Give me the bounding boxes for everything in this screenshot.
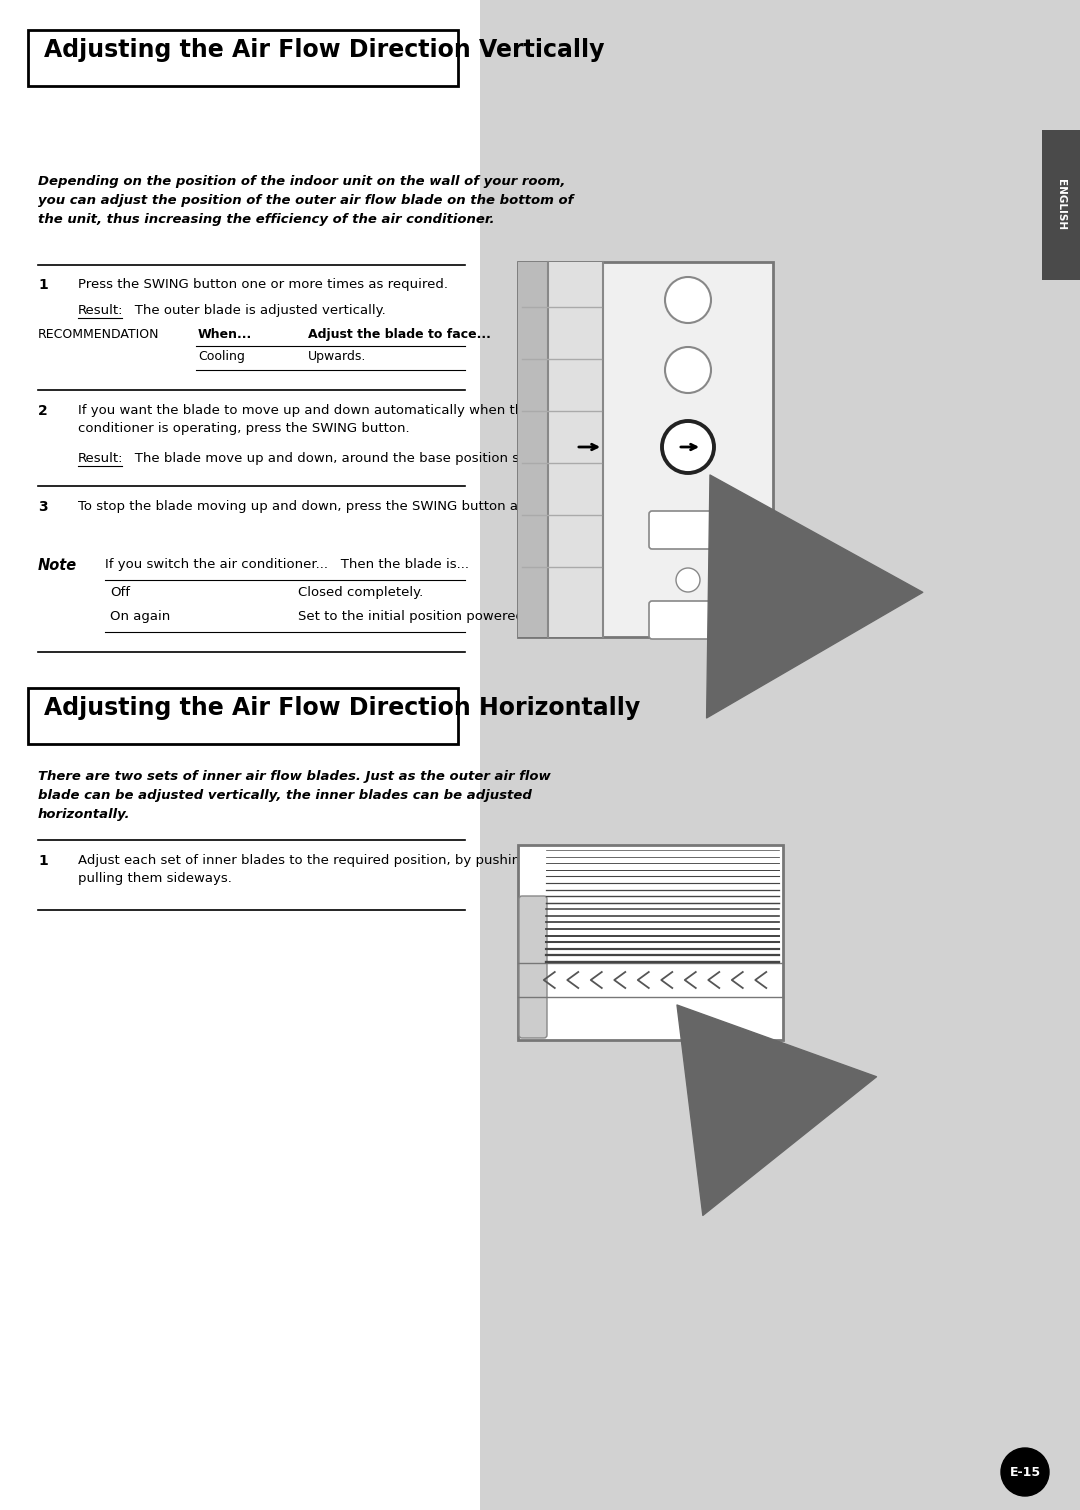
FancyBboxPatch shape: [649, 510, 727, 550]
Text: Upwards.: Upwards.: [308, 350, 366, 362]
Text: If you switch the air conditioner...   Then the blade is...: If you switch the air conditioner... The…: [105, 559, 469, 571]
Text: ☉: ☉: [683, 371, 693, 385]
FancyBboxPatch shape: [518, 263, 773, 637]
Text: Cooling: Cooling: [198, 350, 245, 362]
Circle shape: [676, 568, 700, 592]
Text: Closed completely.: Closed completely.: [298, 586, 423, 599]
Text: When...: When...: [198, 328, 253, 341]
Text: 3: 3: [38, 500, 48, 513]
FancyBboxPatch shape: [480, 0, 1080, 1510]
FancyBboxPatch shape: [649, 601, 727, 639]
Text: The blade move up and down, around the base position set.: The blade move up and down, around the b…: [122, 451, 537, 465]
Text: The outer blade is adjusted vertically.: The outer blade is adjusted vertically.: [122, 304, 386, 317]
Text: On Timer: On Timer: [664, 525, 712, 535]
Text: There are two sets of inner air flow blades. Just as the outer air flow
blade ca: There are two sets of inner air flow bla…: [38, 770, 551, 821]
Text: Note: Note: [38, 559, 77, 572]
Text: ◔: ◔: [684, 575, 692, 584]
Circle shape: [665, 347, 711, 393]
Text: Depending on the position of the indoor unit on the wall of your room,
you can a: Depending on the position of the indoor …: [38, 175, 573, 226]
Text: V: V: [683, 293, 693, 308]
Text: To stop the blade moving up and down, press the SWING button again.: To stop the blade moving up and down, pr…: [78, 500, 551, 513]
FancyBboxPatch shape: [28, 689, 458, 744]
Text: Press the SWING button one or more times as required.: Press the SWING button one or more times…: [78, 278, 448, 291]
Text: On again: On again: [110, 610, 171, 624]
Text: 2: 2: [38, 405, 48, 418]
Text: If you want the blade to move up and down automatically when the air
conditioner: If you want the blade to move up and dow…: [78, 405, 553, 435]
Text: E-15: E-15: [1010, 1466, 1040, 1478]
Text: Off Timer: Off Timer: [663, 615, 713, 625]
Text: Result:: Result:: [78, 304, 123, 317]
Text: ENGLISH: ENGLISH: [1056, 180, 1066, 231]
Circle shape: [662, 421, 714, 473]
Text: Off: Off: [110, 586, 130, 599]
Text: 1: 1: [38, 278, 48, 291]
Circle shape: [665, 276, 711, 323]
FancyBboxPatch shape: [28, 30, 458, 86]
Text: Adjust the blade to face...: Adjust the blade to face...: [308, 328, 491, 341]
Text: Adjust each set of inner blades to the required position, by pushing or
pulling : Adjust each set of inner blades to the r…: [78, 855, 546, 885]
FancyBboxPatch shape: [1042, 130, 1080, 279]
Text: Adjusting the Air Flow Direction Horizontally: Adjusting the Air Flow Direction Horizon…: [44, 696, 640, 720]
FancyBboxPatch shape: [518, 846, 783, 1040]
FancyBboxPatch shape: [519, 895, 546, 1037]
Circle shape: [1001, 1448, 1049, 1496]
Text: 1: 1: [38, 855, 48, 868]
FancyBboxPatch shape: [518, 263, 548, 637]
Text: Set to the initial position powered.: Set to the initial position powered.: [298, 610, 528, 624]
Text: RECOMMENDATION: RECOMMENDATION: [38, 328, 160, 341]
Text: Adjusting the Air Flow Direction Vertically: Adjusting the Air Flow Direction Vertica…: [44, 38, 605, 62]
FancyBboxPatch shape: [548, 263, 603, 637]
Text: Turbo/: Turbo/: [675, 361, 701, 370]
Text: Result:: Result:: [78, 451, 123, 465]
